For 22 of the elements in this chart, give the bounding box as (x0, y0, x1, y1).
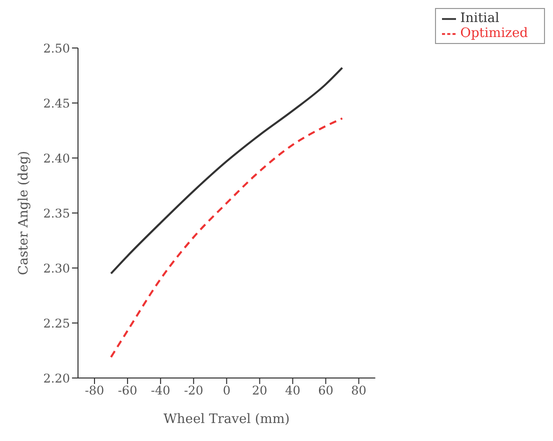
y-tick-label: 2.50 (43, 41, 70, 56)
line-series (110, 117, 344, 358)
y-tick-label: 2.30 (43, 261, 70, 276)
y-axis-title: Caster Angle (deg) (16, 150, 32, 276)
line-series (110, 66, 344, 274)
y-tick-label: 2.45 (43, 96, 70, 110)
x-tick-label: -40 (150, 384, 170, 398)
legend-label: Optimized (460, 26, 528, 41)
x-axis-title: Wheel Travel (mm) (164, 412, 290, 427)
x-tick-label: 20 (252, 384, 268, 398)
x-tick-label: 80 (351, 384, 366, 398)
legend-label: Initial (460, 11, 500, 26)
y-tick-label: 2.40 (43, 151, 70, 166)
y-tick-label: 2.25 (43, 316, 70, 330)
x-tick-label: 0 (222, 384, 230, 398)
x-tick-label: -60 (118, 384, 138, 398)
x-tick-label: -20 (184, 384, 204, 398)
x-tick-label: 60 (318, 384, 334, 398)
y-tick-label: 2.20 (43, 371, 70, 386)
y-tick-label: 2.35 (43, 206, 70, 220)
x-tick-label: 40 (285, 384, 300, 398)
x-tick-label: -80 (84, 384, 104, 398)
